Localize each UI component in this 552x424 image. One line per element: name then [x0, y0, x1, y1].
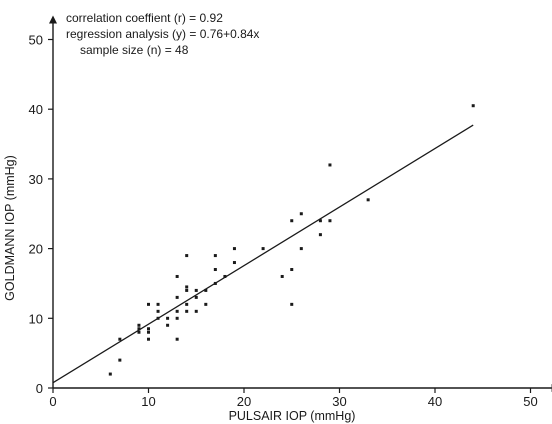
data-point	[175, 309, 179, 313]
data-point	[147, 337, 150, 341]
y-axis-title: GOLDMANN IOP (mmHg)	[3, 155, 17, 301]
data-point	[318, 219, 322, 223]
data-point	[328, 219, 332, 223]
data-point	[213, 254, 217, 258]
data-point	[290, 268, 294, 272]
x-tick-label: 20	[237, 394, 251, 409]
data-point	[213, 281, 217, 285]
data-point	[166, 323, 170, 327]
data-point	[223, 274, 227, 278]
annotation-correlation: correlation coeffient (r) = 0.92	[66, 11, 223, 25]
data-point	[204, 288, 208, 292]
x-axis-title: PULSAIR IOP (mmHg)	[229, 409, 356, 423]
y-tick-label: 10	[29, 311, 43, 326]
data-point	[471, 104, 475, 108]
data-point	[156, 309, 160, 313]
data-point	[299, 247, 303, 251]
data-point	[175, 295, 179, 299]
x-ticks: 0 10 20 30 40 50	[49, 388, 538, 409]
data-point	[290, 219, 294, 223]
data-point	[185, 254, 189, 258]
data-point	[194, 288, 198, 292]
y-tick-label: 40	[29, 102, 43, 117]
y-tick-label: 20	[29, 242, 43, 257]
y-axis-arrowhead	[49, 15, 57, 24]
data-point	[108, 372, 112, 376]
regression-line	[52, 124, 474, 384]
data-points	[108, 104, 475, 376]
annotation-regression: regression analysis (y) = 0.76+0.84x	[66, 27, 259, 41]
data-point	[175, 274, 179, 278]
x-tick-label: 50	[523, 394, 537, 409]
data-point	[156, 302, 160, 306]
annotation-sample-size: sample size (n) = 48	[80, 43, 189, 57]
data-point	[137, 323, 141, 327]
data-point	[118, 337, 122, 341]
x-tick-label: 30	[332, 394, 346, 409]
data-point	[185, 309, 189, 313]
data-point	[194, 295, 198, 299]
data-point	[261, 247, 265, 251]
data-point	[185, 302, 189, 306]
data-point	[204, 302, 208, 306]
data-point	[118, 358, 122, 362]
data-point	[366, 198, 370, 202]
data-point	[318, 233, 322, 237]
data-point	[328, 163, 332, 167]
data-point	[147, 327, 150, 331]
y-tick-label: 30	[29, 172, 43, 187]
x-tick-label: 0	[49, 394, 56, 409]
data-point	[299, 212, 303, 216]
data-point	[185, 285, 189, 289]
data-point	[156, 316, 160, 320]
data-point	[147, 330, 150, 334]
data-point	[232, 261, 236, 265]
data-point	[290, 302, 294, 306]
data-point	[175, 316, 179, 320]
y-ticks: 0 10 20 30 40 50	[29, 33, 53, 396]
data-point	[147, 302, 150, 306]
data-point	[137, 327, 141, 331]
data-point	[175, 337, 179, 341]
axes	[49, 15, 552, 392]
y-tick-label: 0	[36, 381, 43, 396]
data-point	[137, 330, 141, 334]
data-point	[166, 316, 170, 320]
x-tick-label: 40	[428, 394, 442, 409]
x-tick-label: 10	[141, 394, 155, 409]
y-tick-label: 50	[29, 33, 43, 48]
data-point	[185, 288, 189, 292]
data-point	[280, 274, 284, 278]
data-point	[194, 309, 198, 313]
data-point	[232, 247, 236, 251]
data-point	[213, 268, 217, 272]
